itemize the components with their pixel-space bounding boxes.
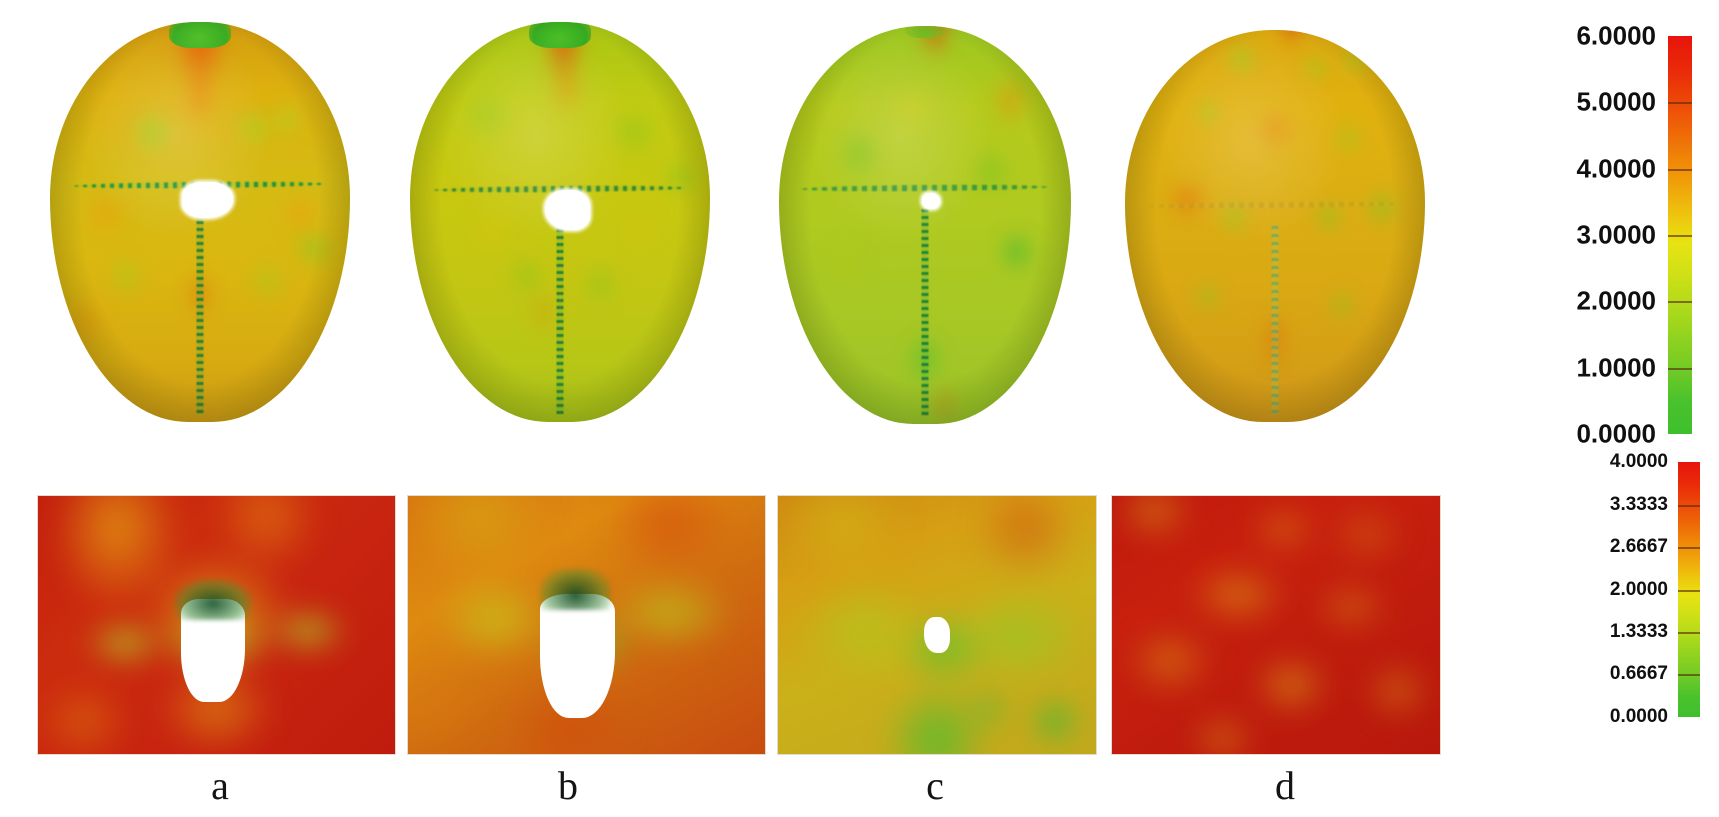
panel-label-c: c — [926, 763, 944, 808]
colorbar-bottom-tick-0: 0.0000 — [1609, 706, 1668, 727]
detail-crop-c — [777, 495, 1097, 755]
colorbar-bottom-mark-2p6667 — [1678, 546, 1700, 549]
skull-a-shading — [50, 22, 350, 422]
skull-d-highlight — [1125, 30, 1425, 422]
skull-c-highlight — [779, 26, 1071, 424]
skull-panel-c — [745, 0, 1105, 435]
skull-c-shading — [779, 26, 1071, 424]
colorbar-top-mark-2 — [1668, 301, 1692, 304]
colorbar-top-tick-1: 1.0000 — [1576, 352, 1656, 383]
colorbar-bottom-ticks: 4.0000 3.3333 2.6667 2.0000 1.3333 0.666… — [1560, 451, 1668, 727]
skull-panel-a — [20, 0, 380, 435]
skull-render-d — [1125, 30, 1425, 422]
colorbar-bottom-tick-0p6667: 0.6667 — [1609, 663, 1668, 685]
colorbar-bottom-tick-2p6667: 2.6667 — [1609, 535, 1668, 557]
fontanelle-margin-bone-b — [540, 568, 612, 610]
colorbar-bottom: 4.0000 3.3333 2.6667 2.0000 1.3333 0.666… — [1560, 451, 1710, 727]
skull-panel-b — [380, 0, 740, 435]
skull-render-c — [779, 26, 1071, 424]
colorbar-bottom-mark-0p6667 — [1678, 674, 1700, 677]
skull-render-b — [410, 22, 710, 422]
colorbar-bottom-gradient — [1678, 462, 1700, 717]
fontanelle-defect-b — [540, 594, 616, 718]
colorbar-top-tick-4: 4.0000 — [1576, 153, 1656, 184]
skull-a-highlight — [50, 22, 350, 422]
colorbar-top-mark-4 — [1668, 168, 1692, 171]
colorbar-top-tick-0: 0.0000 — [1576, 418, 1656, 449]
detail-crop-d — [1111, 495, 1441, 755]
fontanelle-defect-c — [924, 617, 950, 654]
detail-crop-row — [0, 495, 1441, 758]
skull-d-shading — [1125, 30, 1425, 422]
skull-b-shading — [410, 22, 710, 422]
colorbar-bottom-tick-1p3333: 1.3333 — [1609, 621, 1668, 642]
colorbar-top-mark-3 — [1668, 235, 1692, 237]
skull-render-row — [0, 0, 1440, 435]
colorbar-bottom-tick-2: 2.0000 — [1609, 578, 1668, 600]
colorbar-top: 6.0000 5.0000 4.0000 3.0000 2.0000 1.000… — [1540, 21, 1710, 449]
detail-crop-a — [37, 495, 396, 755]
colorbar-bottom-mark-3p3333 — [1678, 504, 1700, 507]
panel-label-b: b — [558, 763, 578, 808]
colorbar-top-tick-5: 5.0000 — [1576, 86, 1656, 117]
colorbar-top-ticks: 6.0000 5.0000 4.0000 3.0000 2.0000 1.000… — [1540, 21, 1656, 449]
skull-b-highlight — [410, 22, 710, 422]
crop-d-thickness-variation — [1112, 496, 1440, 754]
detail-crop-b — [407, 495, 766, 755]
panel-label-row: a b c d — [0, 758, 1440, 817]
colorbar-top-tick-2: 2.0000 — [1576, 285, 1656, 316]
colorbar-bottom-tick-3p3333: 3.3333 — [1609, 493, 1668, 515]
colorbar-bottom-mark-1p3333 — [1678, 632, 1700, 634]
colorbar-bottom-mark-2 — [1678, 589, 1700, 592]
fontanelle-margin-bone-a — [173, 578, 253, 620]
colorbar-top-gradient — [1668, 36, 1692, 434]
skull-panel-d — [1095, 0, 1455, 435]
colorbar-top-mark-5 — [1668, 102, 1692, 105]
skull-render-a — [50, 22, 350, 422]
colorbar-top-tick-6: 6.0000 — [1576, 20, 1656, 51]
colorbar-bottom-tick-4: 4.0000 — [1609, 451, 1668, 472]
colorbar-top-mark-1 — [1668, 367, 1692, 370]
colorbar-top-tick-3: 3.0000 — [1576, 219, 1656, 250]
panel-label-a: a — [211, 763, 229, 808]
panel-label-d: d — [1275, 763, 1295, 808]
